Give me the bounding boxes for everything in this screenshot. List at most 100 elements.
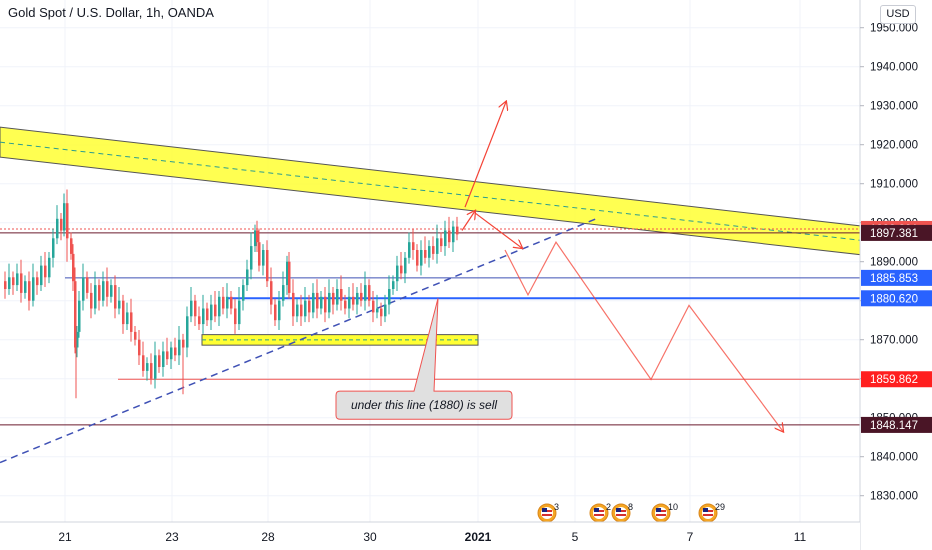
event-count: 10 — [668, 502, 678, 512]
price-label: 1848.147 — [861, 416, 932, 433]
candle-body — [86, 277, 89, 293]
candle-body — [332, 292, 335, 305]
candle-body — [20, 273, 23, 293]
event-icon[interactable]: 29 — [698, 502, 725, 523]
candle-body — [282, 285, 285, 301]
candle-body — [226, 296, 229, 309]
candle-body — [102, 281, 105, 301]
price-label-text: 1880.620 — [870, 293, 918, 305]
price-label-bg — [861, 290, 932, 307]
candle-body — [130, 312, 133, 332]
candle-body — [76, 331, 79, 348]
candle-body — [360, 292, 363, 301]
candle-body — [174, 347, 177, 356]
candle-body — [328, 292, 331, 313]
candle-body — [114, 285, 117, 309]
candle-body — [286, 261, 289, 286]
candle-body — [146, 363, 149, 371]
event-icon[interactable]: 3 — [537, 502, 559, 523]
ascending-trendline — [0, 217, 599, 464]
event-icon[interactable]: 8 — [611, 502, 633, 523]
price-label-text: 1859.862 — [870, 374, 918, 386]
candle-body — [316, 292, 319, 309]
price-label-bg — [861, 371, 932, 388]
channel-midline — [0, 141, 861, 241]
currency-button[interactable]: USD — [880, 5, 916, 24]
candle-body — [154, 355, 157, 379]
event-flag-stripe — [542, 514, 552, 516]
candle-body — [452, 226, 455, 243]
candle-body — [70, 238, 73, 254]
candle-body — [254, 230, 257, 247]
event-flag-stripe — [703, 514, 713, 516]
candle-body — [324, 296, 327, 313]
candle-body — [238, 300, 241, 325]
event-count: 2 — [606, 502, 611, 512]
candle-body — [258, 242, 261, 266]
price-label: 1885.853 — [861, 269, 932, 286]
candle-body — [48, 257, 51, 278]
candle-body — [178, 339, 181, 356]
candle-body — [420, 250, 423, 266]
candle-body — [32, 277, 35, 301]
candle-body — [308, 300, 311, 313]
event-count: 8 — [628, 502, 633, 512]
event-count: 29 — [715, 502, 725, 512]
event-icon[interactable]: 10 — [651, 502, 678, 523]
event-flag-canton — [542, 508, 547, 512]
candle-body — [82, 277, 85, 301]
event-flag-stripe — [616, 514, 626, 516]
candle-body — [352, 296, 355, 305]
price-tick-label: 1870.000 — [870, 335, 918, 347]
time-tick-label: 5 — [572, 530, 579, 544]
candle-body — [40, 265, 43, 286]
candle-body — [126, 312, 129, 325]
candle-body — [98, 285, 101, 301]
rejection-arrow-up — [461, 211, 475, 231]
price-label: 1880.620 — [861, 290, 932, 307]
price-label-text: 1885.853 — [870, 273, 918, 285]
rejection-arrow-down — [474, 212, 522, 248]
candle-body — [94, 285, 97, 309]
event-icon[interactable]: 2 — [589, 502, 611, 523]
candle-body — [368, 285, 371, 301]
candle-body — [12, 277, 15, 286]
candle-body — [256, 230, 259, 243]
projection-path — [504, 241, 783, 431]
price-tick-label: 1950.000 — [870, 23, 918, 35]
time-tick-label: 11 — [794, 530, 807, 544]
grid — [0, 0, 860, 522]
candle-body — [158, 355, 161, 367]
price-axis: 1830.0001840.0001850.0001860.0001870.000… — [859, 0, 932, 550]
candle-body — [320, 296, 323, 309]
candle-body — [60, 218, 63, 231]
candle-body — [198, 316, 201, 325]
candle-body — [440, 238, 443, 247]
candle-body — [44, 265, 47, 278]
candle-body — [118, 300, 121, 309]
time-tick-label: 7 — [687, 530, 694, 544]
candle-body — [408, 242, 411, 258]
time-tick-label: 21 — [58, 530, 72, 544]
candle-body — [16, 273, 19, 286]
event-flag-canton — [703, 508, 708, 512]
price-tick-label: 1840.000 — [870, 452, 918, 464]
candle-body — [300, 304, 303, 317]
chart-title: Gold Spot / U.S. Dollar, 1h, OANDA — [8, 5, 214, 20]
candle-body — [202, 308, 205, 325]
candle-body — [63, 203, 66, 231]
candle-body — [364, 285, 367, 301]
candle-body — [190, 300, 193, 317]
candle-body — [214, 304, 217, 317]
candle-body — [24, 281, 27, 293]
price-tick-label: 1890.000 — [870, 257, 918, 269]
candle-body — [142, 355, 145, 371]
candle-body — [72, 253, 75, 282]
candle-body — [36, 277, 39, 286]
candle-body — [246, 269, 249, 286]
candle-body — [404, 257, 407, 274]
event-flag-canton — [616, 508, 621, 512]
candle-body — [392, 281, 395, 289]
candle-body — [122, 300, 125, 325]
